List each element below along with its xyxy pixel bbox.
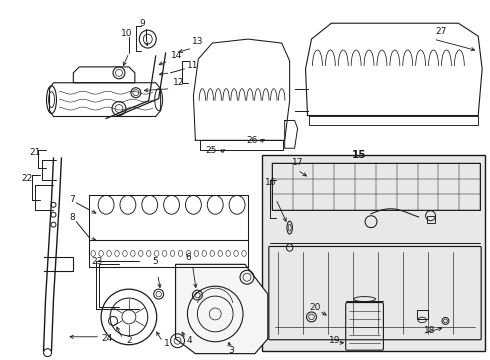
Text: 19: 19 xyxy=(329,336,341,345)
Text: 8: 8 xyxy=(70,213,75,222)
Text: 20: 20 xyxy=(310,302,321,311)
Bar xyxy=(416,310,428,319)
Text: 2: 2 xyxy=(126,336,131,345)
Bar xyxy=(262,155,485,351)
Polygon shape xyxy=(175,264,268,354)
Text: 6: 6 xyxy=(185,253,191,262)
Text: 7: 7 xyxy=(70,195,75,204)
Text: 15: 15 xyxy=(352,150,367,160)
Text: 10: 10 xyxy=(121,29,132,38)
Bar xyxy=(427,216,435,223)
Text: 9: 9 xyxy=(140,19,146,28)
Text: 22: 22 xyxy=(22,174,33,183)
Text: 14: 14 xyxy=(171,51,182,60)
Text: 17: 17 xyxy=(292,158,303,167)
Bar xyxy=(272,163,480,210)
Text: 12: 12 xyxy=(172,78,184,87)
Text: 13: 13 xyxy=(193,37,204,46)
Text: 1: 1 xyxy=(164,339,170,348)
Text: 16: 16 xyxy=(265,179,276,188)
Text: 21: 21 xyxy=(30,148,41,157)
Text: 5: 5 xyxy=(153,257,158,266)
Text: 26: 26 xyxy=(246,136,257,145)
Text: 18: 18 xyxy=(424,326,435,335)
Text: 4: 4 xyxy=(187,336,192,345)
Text: 3: 3 xyxy=(228,346,234,355)
Text: 27: 27 xyxy=(436,27,447,36)
Text: 23: 23 xyxy=(91,257,102,266)
Text: 11: 11 xyxy=(187,62,198,71)
Text: 25: 25 xyxy=(205,146,217,155)
Text: 24: 24 xyxy=(101,334,112,343)
